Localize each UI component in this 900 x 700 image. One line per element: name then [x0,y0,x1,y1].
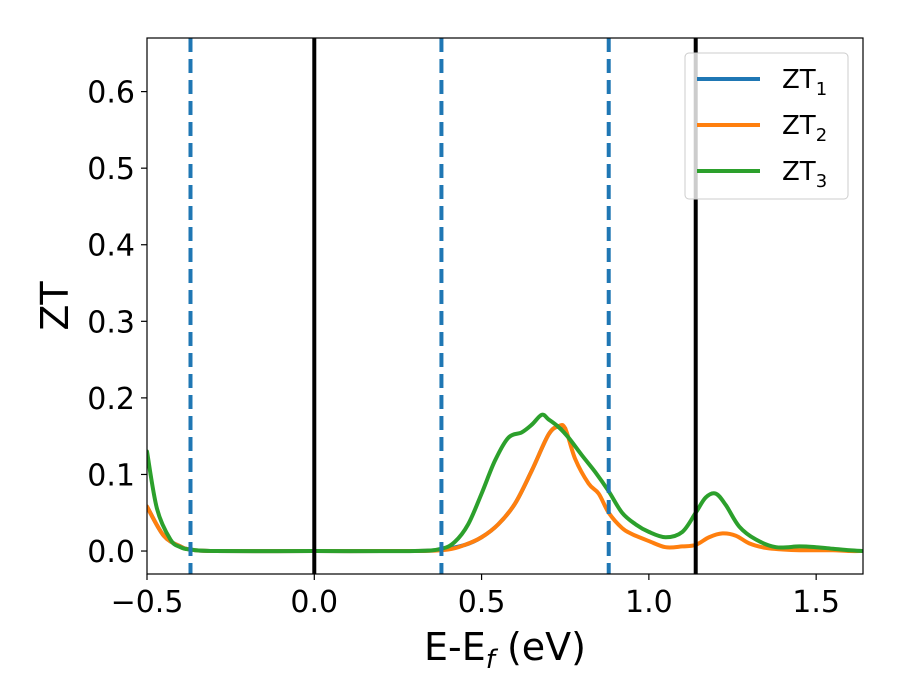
y-tick-label: 0.3 [87,305,135,340]
x-tick-label: −0.5 [111,585,184,620]
x-axis-title: E-Ef (eV) [424,625,586,675]
x-tick-label: 1.5 [792,585,840,620]
legend-frame [684,52,849,200]
x-tick-label: 0.0 [290,585,338,620]
legend-label-zt2: ZT2 [782,111,827,146]
x-tick-label: 0.5 [458,585,506,620]
legend-label-zt1: ZT1 [782,65,827,100]
y-tick-label: 0.6 [87,76,135,111]
legend: ZT1 ZT2 ZT3 [684,52,849,200]
y-tick-label: 0.2 [87,382,135,417]
y-tick-label: 0.0 [87,535,135,570]
x-tick-label: 1.0 [625,585,673,620]
y-axis-title: ZT [33,281,77,331]
series-line-zt3 [147,412,863,554]
y-tick-label: 0.5 [87,152,135,187]
legend-label-zt3: ZT3 [782,157,827,192]
y-tick-label: 0.1 [87,458,135,493]
plot-frame [146,37,864,575]
y-tick-label: 0.4 [87,229,135,264]
